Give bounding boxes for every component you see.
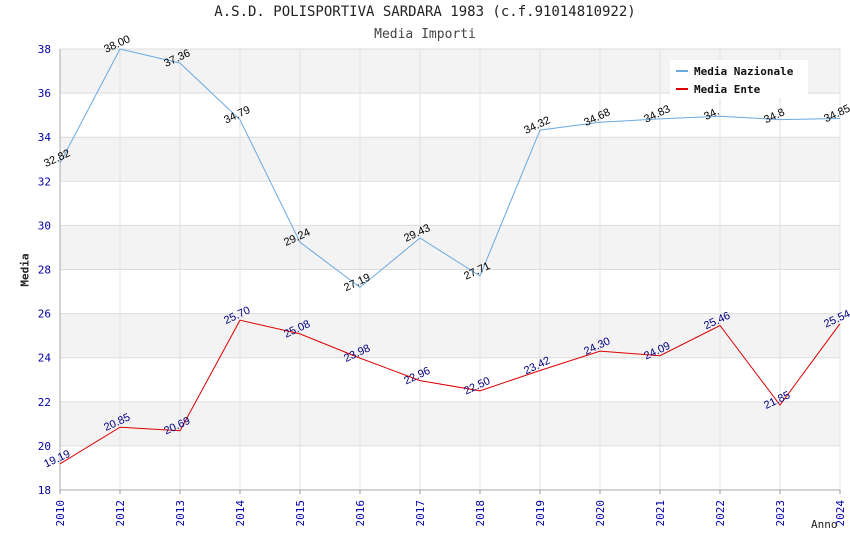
plot-band	[60, 357, 840, 402]
x-tick-label: 2016	[354, 500, 367, 527]
x-tick-label: 2018	[474, 500, 487, 527]
y-tick-label: 20	[38, 440, 51, 453]
legend-swatch	[676, 88, 688, 90]
x-tick-label: 2021	[654, 500, 667, 527]
x-tick-label: 2020	[594, 500, 607, 527]
series-lines	[59, 48, 841, 465]
axes	[59, 49, 841, 494]
plot-bands	[60, 49, 840, 490]
x-tick-label: 2012	[114, 500, 127, 527]
y-tick-label: 36	[38, 87, 51, 100]
legend-item-media-nazionale: Media Nazionale	[676, 63, 793, 79]
y-tick-label: 34	[38, 131, 52, 144]
y-tick-label: 26	[38, 308, 51, 321]
x-tick-labels: 2010 2012 2013 2014 2015 2016 2017 2018 2019 2020…	[54, 500, 847, 527]
y-tick-label: 38	[38, 43, 51, 56]
plot-band	[60, 401, 840, 446]
plot-band	[60, 445, 840, 490]
y-tick-label: 18	[38, 484, 51, 497]
plot-band	[60, 93, 840, 138]
legend-swatch	[676, 70, 688, 72]
y-tick-label: 32	[38, 175, 51, 188]
x-tick-label: 2024	[834, 500, 847, 527]
legend: Media Nazionale Media Ente	[670, 60, 808, 98]
data-label: 34.	[702, 106, 721, 123]
y-tick-label: 24	[38, 352, 52, 365]
chart-title: A.S.D. POLISPORTIVA SARDARA 1983 (c.f.91…	[214, 4, 636, 20]
plot-band	[60, 269, 840, 314]
y-tick-label: 22	[38, 396, 51, 409]
x-tick-label: 2014	[234, 500, 247, 527]
plot-band	[60, 313, 840, 358]
series-line-media-nazionale	[59, 48, 841, 289]
x-tick-label: 2023	[774, 500, 787, 527]
x-tick-label: 2015	[294, 500, 307, 527]
series-line-media-ente	[59, 319, 841, 465]
x-tick-label: 2019	[534, 500, 547, 527]
x-tick-label: 2022	[714, 500, 727, 527]
x-tick-label: 2013	[174, 500, 187, 527]
legend-item-media-ente: Media Ente	[676, 81, 760, 97]
plot-band	[60, 181, 840, 226]
plot-band	[60, 137, 840, 182]
y-tick-label: 30	[38, 219, 51, 232]
y-tick-labels: 18 20 22 24 26 28 30 32 34 36 38	[38, 43, 52, 497]
plot-band	[60, 225, 840, 270]
legend-label: Media Ente	[694, 82, 761, 96]
chart-subtitle: Media Importi	[374, 27, 476, 42]
x-tick-label: 2017	[414, 500, 427, 527]
y-axis-label: Media	[18, 253, 32, 287]
x-axis-label: Anno	[811, 518, 838, 531]
legend-label: Media Nazionale	[694, 64, 794, 78]
x-tick-label: 2010	[54, 500, 67, 527]
y-tick-label: 28	[38, 264, 51, 277]
